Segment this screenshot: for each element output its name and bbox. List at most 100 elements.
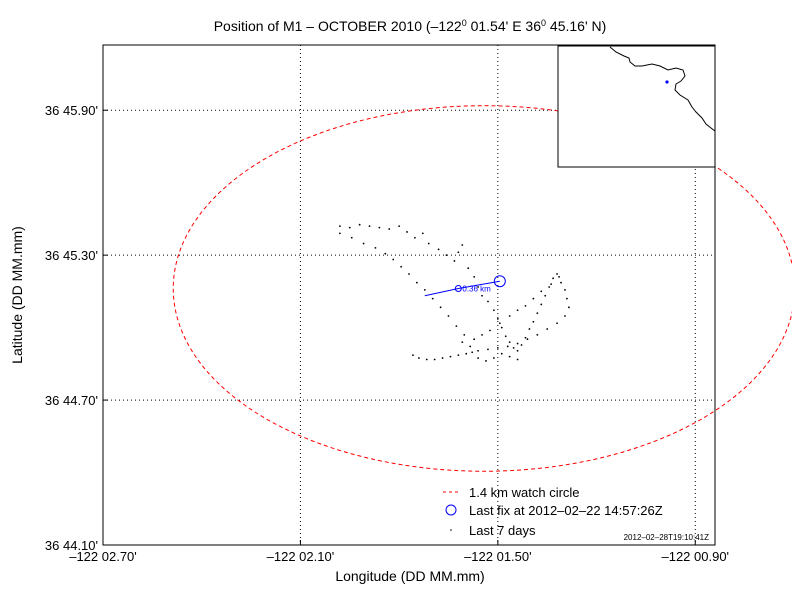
history-point [496,346,499,349]
history-point [566,297,568,300]
history-point [477,286,479,288]
x-tick-label: –122 01.50' [464,549,532,564]
legend-swatch-last-fix [445,504,457,516]
history-point [469,345,472,348]
history-point [467,267,470,270]
history-point [368,225,371,228]
history-point [524,304,527,307]
history-point [498,322,501,325]
mooring-location-marker [665,80,669,84]
history-point [339,225,341,228]
history-point [481,294,483,297]
history-point [548,286,551,288]
history-point [540,290,543,293]
history-point [506,345,509,348]
history-point [374,246,377,249]
history-point [461,244,464,246]
drift-distance-label: 0.36 km [462,284,491,293]
history-point [508,341,511,344]
history-point [441,357,444,359]
history-point [449,355,452,358]
history-point [492,357,495,359]
history-point [564,289,566,291]
history-point [421,232,424,235]
history-point [339,232,341,235]
x-tick-label: –122 02.10' [267,549,335,564]
history-point [481,333,483,336]
x-tick-labels: –122 02.70' –122 02.10' –122 01.50' –122 00… [69,549,729,564]
history-point [558,275,560,278]
history-point [550,283,553,286]
history-point [378,226,381,229]
plot-frame [102,44,716,546]
legend-label-last-fix: Last fix at 2012–02–22 14:57:26Z [469,503,663,518]
history-point [512,346,515,349]
history-point [496,318,499,320]
legend-label-history: Last 7 days [469,523,536,538]
y-tick-label: 36 44.70' [45,393,98,408]
history-point [384,252,387,255]
history-point [568,306,570,309]
history-point [453,260,456,262]
history-point [408,273,410,275]
history-point [431,297,434,300]
y-axis-label: Latitude (DD MM.mm) [9,226,25,364]
x-tick-label: –122 02.70' [69,549,137,564]
chart-title: Position of M1 – OCTOBER 2010 (–1220 01.… [214,18,607,34]
history-point [457,354,460,357]
history-point [465,352,468,355]
history-point [540,303,543,306]
coastline [609,46,716,132]
history-point [455,325,458,328]
history-point [552,277,555,280]
drift-track-marker [454,284,462,292]
history-point [388,228,391,230]
history-point [532,297,535,300]
history-point [489,329,491,332]
y-tick-label: 36 45.30' [45,248,98,263]
history-point [516,342,519,345]
history-point [516,358,519,361]
history-point [546,328,549,330]
history-point [348,226,351,229]
drift-track-line [424,280,500,297]
inset-map [557,45,716,168]
x-axis-label: Longitude (DD MM.mm) [335,568,484,584]
history-point [492,309,495,312]
history-point [400,265,403,268]
last-fix-marker [493,275,506,288]
history-point [477,357,479,359]
history-point [544,294,547,297]
history-point [463,333,466,336]
history-point [445,254,448,257]
history-point [500,352,503,355]
history-point [524,336,527,339]
history-point [536,312,539,315]
history-point [520,344,523,346]
history-point [556,322,558,325]
history-point [487,348,489,351]
history-point [504,335,507,338]
history-point [473,338,476,341]
history-point [536,333,539,336]
history-point [500,326,503,329]
history-point [564,315,566,317]
history-point [423,289,426,291]
history-point [414,236,416,239]
history-point [425,358,428,361]
history-point [392,258,395,261]
y-tick-labels: 36 44.10' 36 44.70' 36 45.30' 36 45.90' [45,103,98,553]
history-point [485,360,487,362]
history-point [437,248,440,251]
history-point [526,338,529,341]
history-point [412,354,414,357]
history-point [358,223,361,226]
history-point [362,242,365,245]
history-point [508,315,511,317]
legend-swatch-history [450,529,452,531]
history-point [508,355,511,358]
history-point [471,351,474,354]
history-point [532,320,535,323]
history-point [461,341,464,344]
